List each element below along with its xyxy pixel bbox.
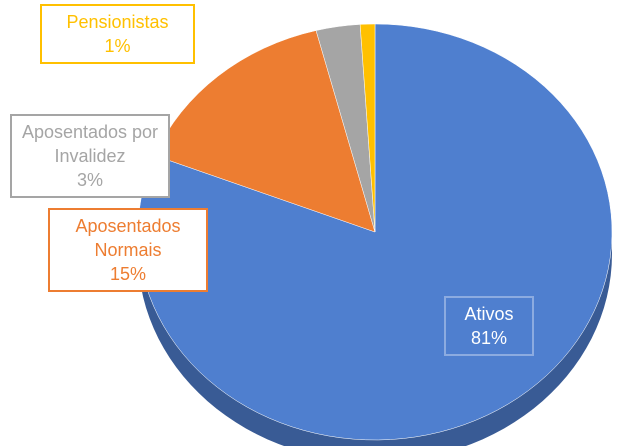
category-label: Aposentados por Invalidez [21, 122, 159, 166]
data-label: Pensionistas 1% [40, 4, 195, 64]
value-label: 1% [104, 36, 131, 56]
value-label: 3% [76, 170, 103, 190]
slice [137, 23, 613, 441]
value-label: 15% [109, 264, 147, 284]
data-label: Aposentados por Invalidez 3% [10, 114, 170, 198]
slice [359, 23, 376, 233]
data-label: Ativos 81% [444, 296, 534, 356]
category-label: Aposentados Normais [75, 216, 181, 260]
value-label: 81% [470, 328, 508, 348]
category-label: Ativos [464, 304, 514, 324]
category-label: Pensionistas [66, 12, 169, 32]
data-label: Aposentados Normais 15% [48, 208, 208, 292]
